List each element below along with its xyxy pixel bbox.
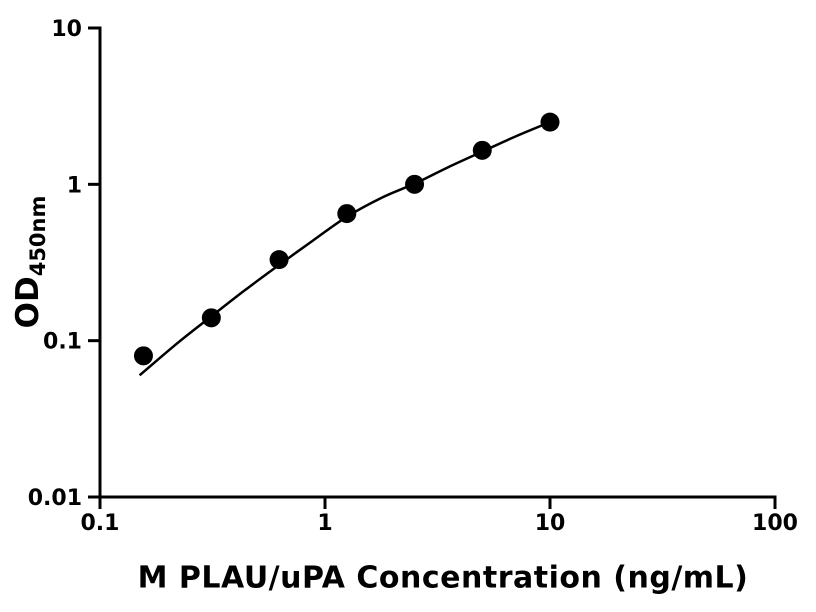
- fit-curve: [138, 120, 551, 377]
- data-point: [337, 204, 357, 224]
- y-tick-label: 0.1: [43, 330, 82, 355]
- data-point: [405, 174, 425, 194]
- x-axis-label: M PLAU/uPA Concentration (ng/mL): [137, 560, 749, 596]
- x-tick-label: 0.1: [81, 511, 120, 536]
- data-point: [133, 346, 153, 366]
- y-tick-label: 1: [67, 173, 82, 198]
- data-point: [472, 140, 492, 160]
- y-tick-label: 0.01: [28, 486, 82, 511]
- data-point: [540, 112, 560, 132]
- x-tick-label: 10: [535, 511, 566, 536]
- data-point: [201, 308, 221, 328]
- data-point: [269, 250, 289, 270]
- y-axis-label-main: OD: [9, 276, 46, 329]
- y-tick-label: 10: [51, 17, 82, 42]
- y-axis-label: OD450nm: [10, 196, 50, 329]
- x-tick-label: 1: [317, 511, 332, 536]
- y-axis-label-subscript: 450nm: [26, 195, 51, 277]
- x-tick-label: 100: [752, 511, 798, 536]
